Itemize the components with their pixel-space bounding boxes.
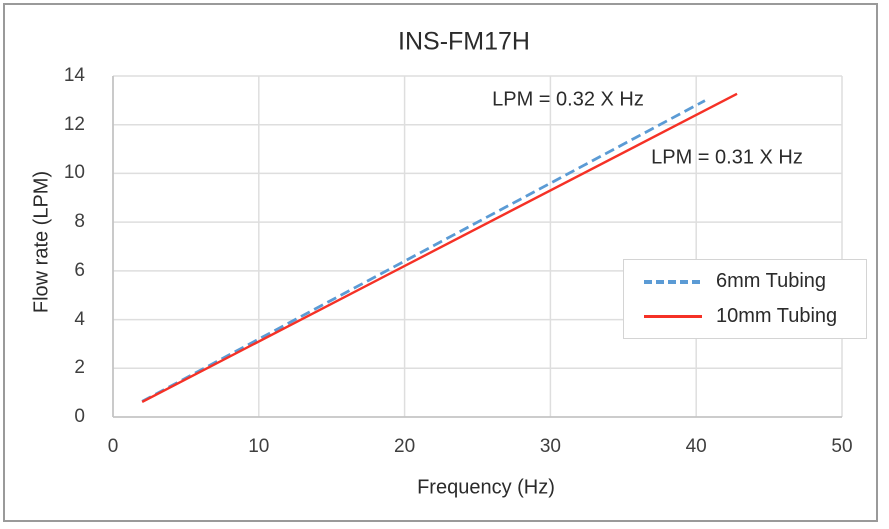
x-tick-label: 40 bbox=[685, 436, 707, 457]
legend: 6mm Tubing 10mm Tubing bbox=[623, 259, 867, 339]
x-tick-label: 20 bbox=[394, 436, 416, 457]
y-axis-title: Flow rate (LPM) bbox=[30, 170, 53, 314]
x-tick-label: 50 bbox=[831, 436, 853, 457]
dashed-line-sample-icon bbox=[644, 279, 702, 284]
y-tick-label: 0 bbox=[74, 406, 85, 427]
x-tick-label: 30 bbox=[539, 436, 561, 457]
legend-label-10mm: 10mm Tubing bbox=[716, 305, 838, 327]
x-tick-label: 10 bbox=[248, 436, 270, 457]
legend-item-10mm: 10mm Tubing bbox=[644, 305, 866, 328]
y-tick-label: 2 bbox=[74, 357, 85, 379]
legend-label-6mm: 6mm Tubing bbox=[716, 270, 827, 292]
series-line-6mm-tubing bbox=[141, 99, 706, 403]
solid-line-sample-icon bbox=[644, 315, 702, 318]
x-tick-label: 0 bbox=[107, 436, 119, 457]
y-tick-label: 10 bbox=[63, 162, 85, 184]
equation-label-10mm: LPM = 0.31 X Hz bbox=[651, 146, 803, 169]
chart-title: INS-FM17H bbox=[398, 27, 530, 56]
x-axis-title: Frequency (Hz) bbox=[417, 476, 555, 499]
y-tick-label: 4 bbox=[74, 308, 85, 330]
y-tick-label: 14 bbox=[63, 65, 85, 86]
series-line-10mm-tubing bbox=[141, 92, 738, 403]
equation-label-6mm: LPM = 0.32 X Hz bbox=[492, 88, 644, 111]
legend-item-6mm: 6mm Tubing bbox=[644, 270, 866, 293]
y-tick-label: 6 bbox=[74, 259, 85, 281]
y-tick-label: 12 bbox=[63, 113, 85, 135]
y-tick-label: 8 bbox=[74, 211, 85, 233]
